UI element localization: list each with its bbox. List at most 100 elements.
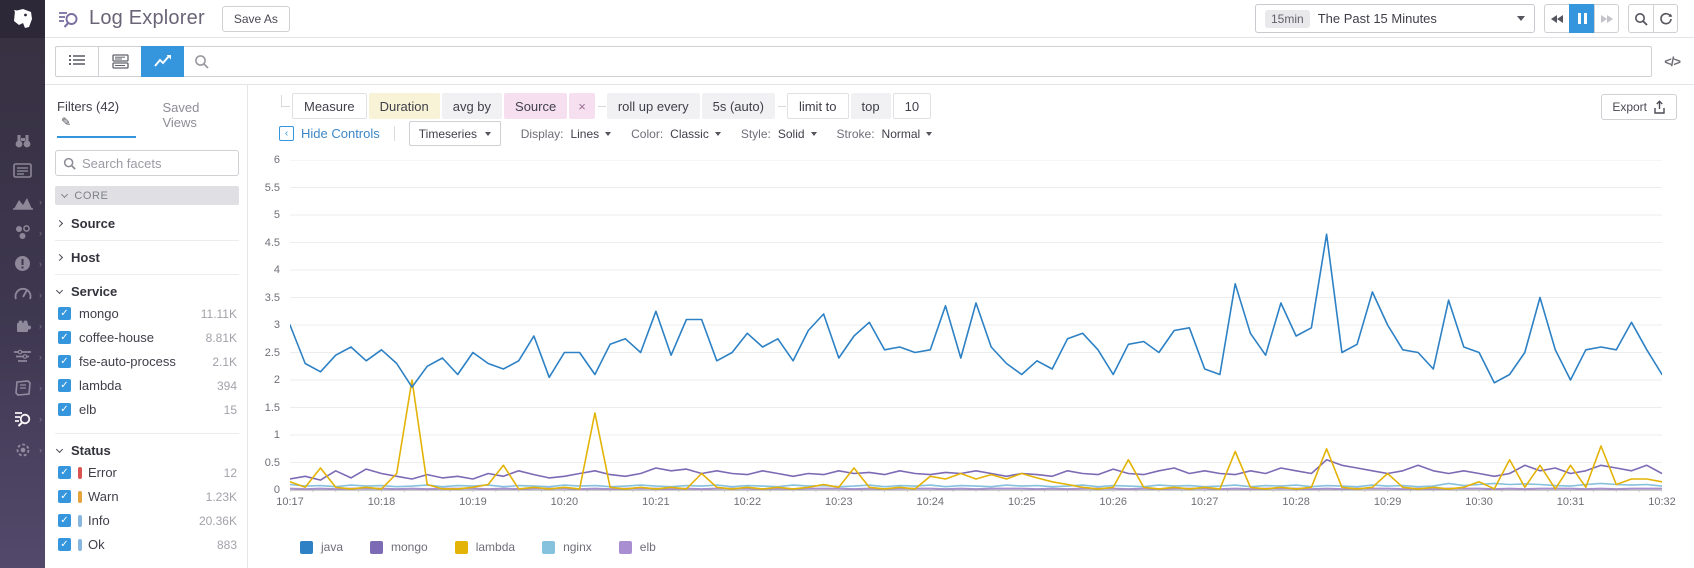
rewind-icon [1557, 14, 1563, 23]
facet-value-label[interactable]: coffee-house [79, 330, 154, 345]
list-view-button[interactable] [55, 45, 98, 77]
checkbox-checked[interactable]: ✓ [58, 331, 71, 344]
time-range-badge: 15min [1265, 9, 1310, 28]
hide-controls-link[interactable]: Hide Controls [301, 126, 380, 141]
sidebar-item-dashboards[interactable] [0, 155, 45, 186]
legend-item-mongo[interactable]: mongo [370, 540, 428, 554]
sidebar-item-watchdog[interactable] [0, 124, 45, 155]
time-range-select[interactable]: 15min The Past 15 Minutes [1255, 4, 1535, 33]
chart-view-button[interactable] [141, 45, 184, 77]
facet-value-label[interactable]: fse-auto-process [79, 354, 176, 369]
limit-chip[interactable]: limit to [786, 93, 849, 119]
facet-value-row: ✓ fse-auto-process 2.1K [58, 352, 237, 371]
facet-value-label[interactable]: lambda [79, 378, 122, 393]
stroke-label: Stroke: [836, 126, 875, 141]
facet-status-header[interactable]: Status [55, 443, 237, 458]
legend-item-elb[interactable]: elb [618, 540, 656, 554]
remove-group-button[interactable]: × [569, 93, 595, 119]
sidebar-item-log-explorer[interactable]: › [0, 403, 45, 434]
facet-value-label[interactable]: Warn [88, 489, 119, 504]
facet-value-label[interactable]: elb [79, 402, 97, 417]
series-lambda[interactable] [290, 379, 1662, 490]
tab-saved-views[interactable]: Saved Views [162, 100, 200, 130]
series-mongo[interactable] [290, 458, 1662, 481]
facet-search-input[interactable] [82, 155, 212, 171]
x-tick-label: 10:24 [916, 496, 945, 508]
zoom-button[interactable] [1628, 4, 1653, 33]
connector-dash [777, 105, 786, 107]
legend-item-java[interactable]: java [300, 540, 343, 554]
legend-item-nginx[interactable]: nginx [542, 540, 592, 554]
facet-value-count: 394 [216, 378, 237, 393]
facet-status: Status ✓ Error 12 ✓ Warn 1.23K ✓ Info 20… [55, 434, 239, 568]
rollup-value-chip[interactable]: 5s (auto) [701, 93, 775, 119]
style-select[interactable]: Solid [778, 127, 817, 141]
app-sidebar: › › › › [0, 0, 45, 568]
fast-forward-button[interactable] [1594, 4, 1619, 33]
pause-button[interactable] [1569, 4, 1594, 33]
facet-value-label[interactable]: Info [88, 513, 110, 528]
checkbox-checked[interactable]: ✓ [58, 466, 71, 479]
tab-filters[interactable]: Filters (42) ✎ [57, 99, 137, 138]
facet-value-label[interactable]: Ok [88, 537, 105, 552]
y-tick-label: 5.5 [264, 181, 280, 194]
facet-host[interactable]: Host [55, 241, 239, 275]
pause-icon [1577, 13, 1587, 24]
display-label: Display: [520, 126, 564, 141]
sidebar-item-pipelines[interactable]: › [0, 341, 45, 372]
limit-value-chip[interactable]: 10 [892, 93, 932, 119]
viz-type-select[interactable]: Timeseries [408, 121, 501, 146]
chevron-down-icon [810, 131, 817, 136]
facet-value-label[interactable]: Error [88, 465, 117, 480]
x-tick-label: 10:25 [1007, 496, 1036, 508]
sidebar-item-infrastructure[interactable]: › [0, 217, 45, 248]
log-search-input[interactable] [184, 45, 1653, 77]
facet-value-row: ✓ Warn 1.23K [58, 487, 237, 506]
checkbox-checked[interactable]: ✓ [58, 307, 71, 320]
facet-source[interactable]: Source [55, 207, 239, 241]
save-as-button[interactable]: Save As [221, 5, 290, 32]
checkbox-checked[interactable]: ✓ [58, 490, 71, 503]
groupby-value-chip[interactable]: Source [504, 93, 568, 119]
export-button[interactable]: Export [1601, 94, 1677, 120]
series-java[interactable] [290, 233, 1662, 388]
checkbox-checked[interactable]: ✓ [58, 514, 71, 527]
sidebar-item-notebooks[interactable]: › [0, 372, 45, 403]
facet-group-core[interactable]: CORE [55, 186, 239, 205]
facet-value-row: ✓ elb 15 [58, 400, 237, 419]
legend-item-lambda[interactable]: lambda [454, 540, 515, 554]
checkbox-checked[interactable]: ✓ [58, 538, 71, 551]
checkbox-checked[interactable]: ✓ [58, 403, 71, 416]
sidebar-item-integrations[interactable]: › [0, 310, 45, 341]
checkbox-checked[interactable]: ✓ [58, 379, 71, 392]
gauge-icon [14, 287, 31, 300]
facet-service-header[interactable]: Service [55, 284, 237, 299]
display-select[interactable]: Lines [570, 127, 612, 141]
timeseries-chart[interactable]: 0 0.5 1 1.5 2 2.5 3 3.5 4 4.5 5 5.5 6 10:17 10:18 10:1… [250, 150, 1676, 568]
measure-chip[interactable]: Measure [292, 93, 367, 119]
sidebar-item-metrics[interactable]: › [0, 186, 45, 217]
submenu-chevron-icon: › [39, 320, 42, 331]
stroke-select[interactable]: Normal [882, 127, 933, 141]
code-view-icon[interactable]: </> [1664, 53, 1681, 69]
measure-value-chip[interactable]: Duration [368, 93, 440, 119]
rewind-button[interactable] [1544, 4, 1569, 33]
detail-view-button[interactable] [98, 45, 141, 77]
limit-kind-chip[interactable]: top [850, 93, 891, 119]
color-select[interactable]: Classic [670, 127, 721, 141]
x-tick-label: 10:32 [1648, 496, 1676, 508]
rollup-chip[interactable]: roll up every [606, 93, 700, 119]
sidebar-item-monitors[interactable]: › [0, 248, 45, 279]
chart-plot[interactable] [290, 160, 1662, 492]
sidebar-item-apm[interactable]: › [0, 279, 45, 310]
checkbox-checked[interactable]: ✓ [58, 355, 71, 368]
series-nginx[interactable] [290, 482, 1662, 488]
x-tick-label: 10:21 [642, 496, 670, 508]
sidebar-item-security[interactable]: › [0, 434, 45, 465]
collapse-controls-icon[interactable]: ‹ [279, 126, 294, 141]
facet-value-label[interactable]: mongo [79, 306, 119, 321]
refresh-button[interactable] [1653, 4, 1678, 33]
datadog-logo[interactable] [0, 0, 45, 38]
groupby-chip[interactable]: avg by [441, 93, 503, 119]
edit-pencil-icon[interactable]: ✎ [61, 115, 72, 129]
